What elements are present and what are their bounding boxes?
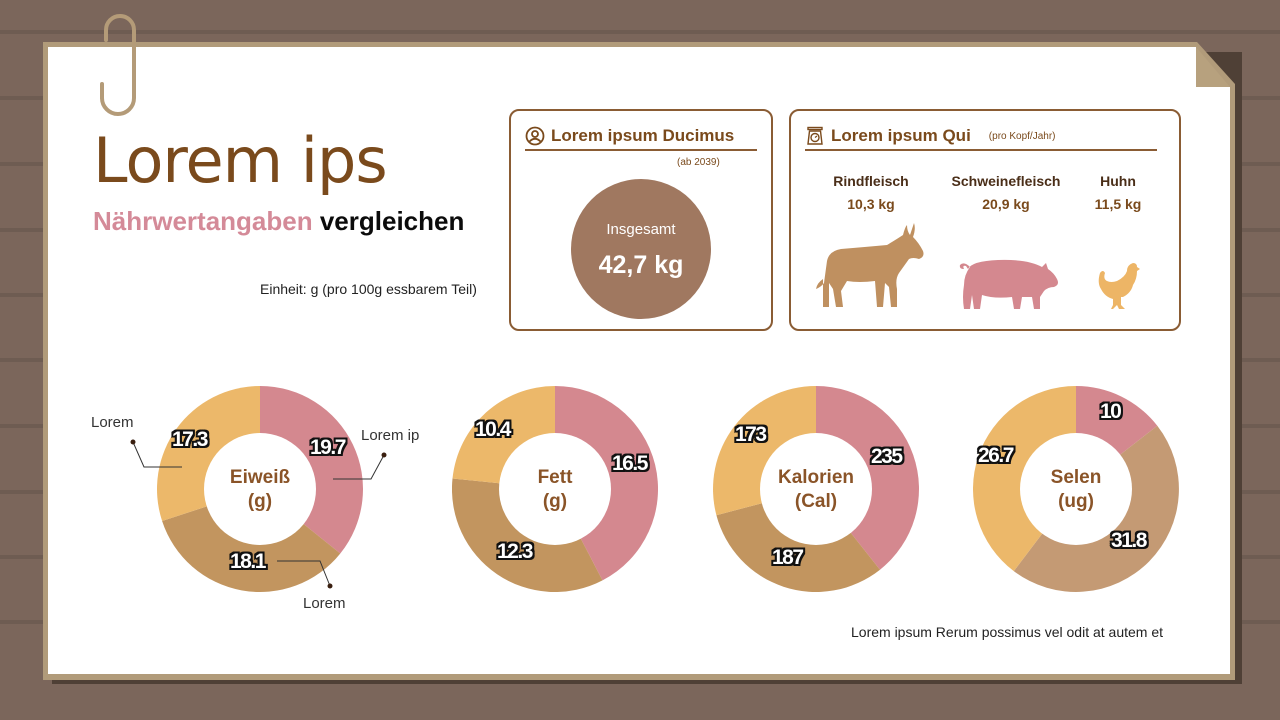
value-label: 12.3 (497, 540, 533, 563)
total-card-title: Lorem ipsum Ducimus (551, 126, 735, 145)
total-value: 42,7 kg (598, 251, 684, 279)
subtitle-rest: vergleichen (319, 206, 465, 236)
unit-note: Einheit: g (pro 100g essbarem Teil) (260, 281, 477, 297)
total-card-note: (ab 2039) (677, 157, 720, 168)
callout-label-bottom: Lorem (303, 595, 346, 612)
meat-value: 10,3 kg (847, 196, 895, 212)
meat-name: Rindfleisch (833, 173, 909, 189)
value-label: 26.7 (978, 444, 1014, 467)
pig-icon (959, 259, 1058, 309)
value-label: 17.3 (172, 428, 208, 451)
callout-label-right: Lorem ip (361, 427, 420, 444)
user-circle-icon (525, 126, 545, 146)
value-label: 18.1 (230, 550, 266, 573)
meat-card-header: Lorem ipsum Qui (pro Kopf/Jahr) (805, 123, 1157, 151)
meat-card: Lorem ipsum Qui (pro Kopf/Jahr) Rindflei… (789, 109, 1181, 331)
meat-value: 11,5 kg (1094, 196, 1142, 212)
meat-value: 20,9 kg (982, 196, 1030, 212)
value-label: 10 (1100, 400, 1122, 423)
subtitle-highlight: Nährwertangaben (93, 206, 313, 236)
donut-chart-fat (452, 386, 658, 592)
meat-card-title: Lorem ipsum Qui (831, 126, 971, 145)
value-label: 235 (871, 445, 903, 468)
donut-center-label: Eiweiß (g) (229, 467, 291, 512)
donut-chart-selenium (973, 386, 1179, 592)
value-label: 19.7 (310, 436, 346, 459)
total-card: Lorem ipsum Ducimus (ab 2039) Insgesamt … (509, 109, 773, 331)
meat-item-pork: Schweinefleisch 20,9 kg (941, 173, 1071, 212)
cow-icon (816, 223, 924, 307)
total-label: Insgesamt (606, 221, 676, 238)
meat-item-chicken: Huhn 11,5 kg (1053, 173, 1183, 212)
page-subtitle: Nährwertangaben vergleichen (93, 206, 464, 237)
total-card-header: Lorem ipsum Ducimus (525, 123, 757, 151)
chicken-icon (1098, 263, 1140, 309)
donut-chart-protein (157, 386, 363, 592)
donut-center-label: Selen (ug) (1050, 467, 1102, 512)
meat-card-note: (pro Kopf/Jahr) (988, 130, 1056, 142)
value-label: 10.4 (475, 418, 511, 441)
meat-item-beef: Rindfleisch 10,3 kg (806, 173, 936, 212)
kitchen-scale-icon (807, 126, 823, 145)
paperclip-icon (100, 14, 136, 116)
meat-name: Schweinefleisch (951, 173, 1061, 189)
donut-center-label: Fett (g) (537, 467, 573, 512)
footer-note: Lorem ipsum Rerum possimus vel odit at a… (851, 624, 1164, 640)
value-label: 16.5 (612, 452, 648, 475)
value-label: 31.8 (1111, 529, 1147, 552)
meat-name: Huhn (1100, 173, 1136, 189)
value-label: 187 (772, 546, 804, 569)
page-title: Lorem ips (93, 124, 388, 197)
donut-center-label: Kalorien (Cal) (777, 467, 855, 512)
callout-label-left: Lorem (91, 414, 134, 431)
donut-chart-calories (713, 386, 919, 592)
value-label: 173 (735, 423, 767, 446)
total-circle: Insgesamt 42,7 kg (571, 179, 711, 319)
